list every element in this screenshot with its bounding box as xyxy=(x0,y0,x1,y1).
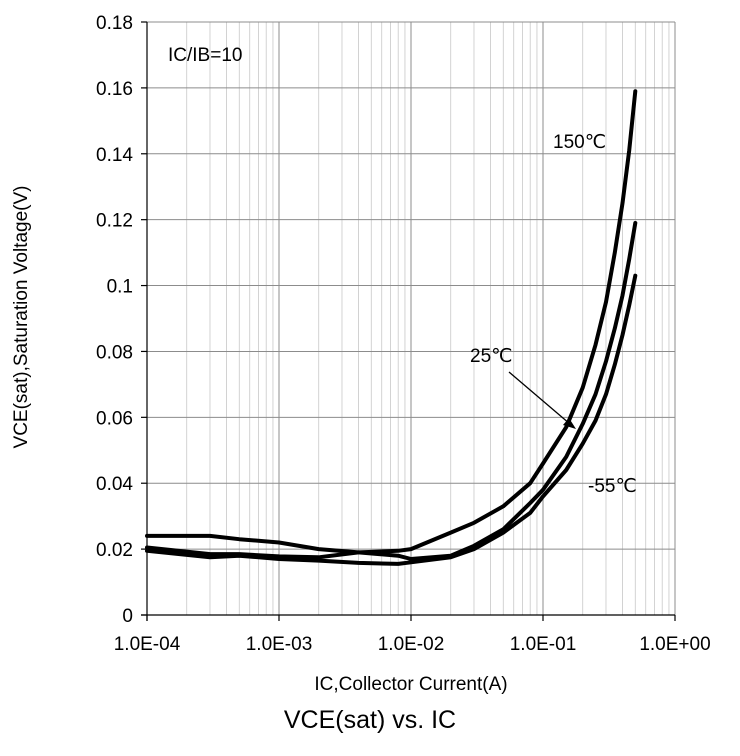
y-tick-label: 0.18 xyxy=(96,13,133,34)
chart-canvas: IC/IB=10 150℃ 25℃ -55℃ 0 0.02 0.04 0.06 0.08… xyxy=(11,13,711,695)
tick-labels: 0 0.02 0.04 0.06 0.08 0.1 0.12 0.14 0.16 0.18 1.0E… xyxy=(96,13,711,655)
annotation-minus55c: -55℃ xyxy=(588,476,637,497)
annotation-25c-arrow xyxy=(508,371,571,425)
annotation-25c: 25℃ xyxy=(470,346,512,367)
y-tick-label: 0 xyxy=(122,606,133,627)
series-line-1 xyxy=(145,221,638,561)
y-tick-label: 0.06 xyxy=(96,408,133,429)
x-tick-label: 1.0E+00 xyxy=(639,634,710,655)
grid xyxy=(146,21,676,616)
y-axis-title: VCE(sat),Saturation Voltage(V) xyxy=(11,186,32,449)
y-tick-label: 0.04 xyxy=(96,474,133,495)
series-line-2 xyxy=(145,273,638,566)
x-tick-label: 1.0E-02 xyxy=(378,634,445,655)
annotation-150c: 150℃ xyxy=(553,132,606,153)
series-line-0 xyxy=(145,89,638,560)
y-tick-label: 0.1 xyxy=(107,277,133,298)
y-tick-label: 0.16 xyxy=(96,79,133,100)
y-tick-label: 0.12 xyxy=(96,211,133,232)
y-tick-label: 0.14 xyxy=(96,145,133,166)
annotations: IC/IB=10 150℃ 25℃ -55℃ xyxy=(168,45,637,497)
x-tick-label: 1.0E-04 xyxy=(114,634,181,655)
annotation-ic-ib: IC/IB=10 xyxy=(168,45,242,66)
x-tick-label: 1.0E-01 xyxy=(510,634,577,655)
series-group xyxy=(145,89,638,566)
x-tick-label: 1.0E-03 xyxy=(246,634,313,655)
annotation-25c-arrowhead xyxy=(563,418,576,429)
x-axis-title: IC,Collector Current(A) xyxy=(314,674,507,695)
plot-frame xyxy=(141,21,676,621)
y-tick-label: 0.02 xyxy=(96,540,133,561)
chart-caption: VCE(sat) vs. IC xyxy=(283,706,457,734)
y-tick-label: 0.08 xyxy=(96,342,133,363)
